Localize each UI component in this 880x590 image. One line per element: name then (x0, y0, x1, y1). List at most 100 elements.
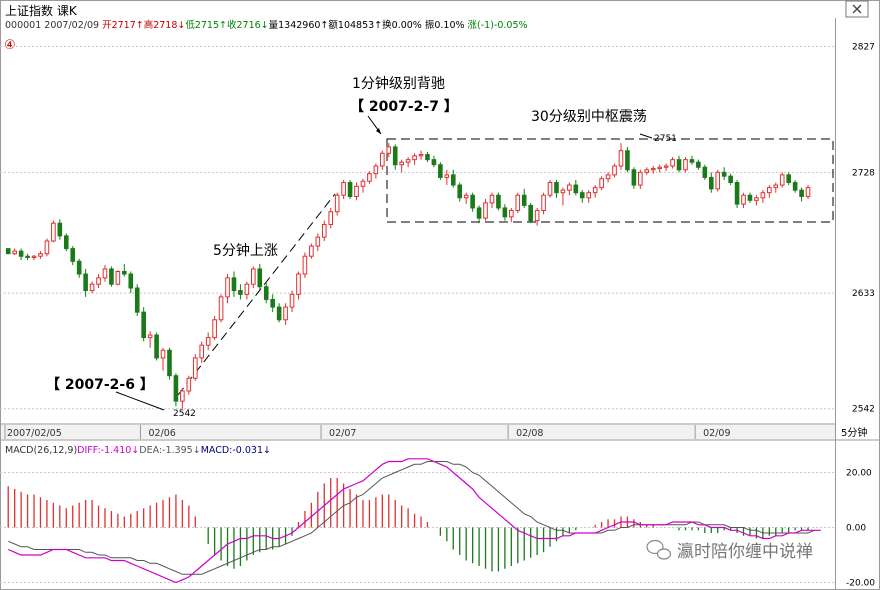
quote-part-1: 开2717↑ (102, 20, 144, 31)
candle (205, 332, 211, 351)
candle (341, 179, 346, 200)
low-arrow (115, 391, 165, 411)
candle (728, 173, 733, 186)
quote-part-3: 低2715↑ (185, 19, 227, 31)
candle (134, 284, 140, 316)
candle (450, 169, 456, 188)
price-tick-label: 2728 (852, 168, 875, 178)
diff-line (7, 458, 821, 584)
candle (425, 152, 430, 163)
candle (560, 187, 566, 206)
candle (96, 274, 101, 289)
quote-header: 000001 2007/02/09 开2717↑高2718↓低2715↑收271… (5, 19, 528, 31)
candle (670, 157, 675, 169)
candle (18, 248, 24, 261)
macd-part-3: MACD:-0.031↓ (201, 445, 271, 456)
candle (141, 307, 146, 342)
candle (625, 146, 630, 173)
candle (51, 220, 56, 243)
candle (244, 281, 250, 300)
candle (515, 192, 521, 214)
candle (38, 251, 43, 259)
candle (754, 195, 759, 206)
candle (76, 258, 82, 278)
candle (128, 271, 134, 294)
candle (599, 176, 604, 191)
quote-part-8: 振0.10% (425, 19, 468, 31)
candle (302, 252, 308, 278)
macd-part-1: DIFF:-1.410↓ (77, 445, 139, 456)
candle (147, 331, 153, 348)
candle (438, 162, 443, 180)
rise-trendline (177, 193, 336, 396)
candle (579, 190, 585, 203)
macd-header: MACD(26,12,9)DIFF:-1.410↓DEA:-1.395↓MACD… (5, 445, 271, 456)
candle (63, 233, 69, 252)
candle (708, 172, 714, 193)
top-arrow-head (376, 128, 381, 134)
candle (160, 347, 166, 371)
quote-part-4: 收2716↓ (227, 19, 269, 31)
candle (734, 179, 740, 208)
candle (257, 263, 263, 290)
candle (238, 284, 243, 300)
candle (89, 281, 95, 294)
macd-tick-label: 20.00 (846, 469, 872, 479)
rise-annotation: 5分钟上涨 (213, 242, 278, 259)
candle (218, 294, 224, 323)
candle (380, 150, 385, 170)
candle (418, 150, 424, 160)
candle (431, 155, 437, 168)
candle (496, 192, 501, 211)
candle (154, 332, 159, 361)
candle (102, 265, 108, 282)
date-tick-label: 02/06 (148, 428, 175, 439)
candle (509, 207, 514, 222)
candle (315, 233, 321, 252)
price-tick-label: 2633 (852, 289, 875, 299)
candle (683, 157, 688, 173)
macd-histogram (7, 478, 809, 572)
candle (44, 238, 50, 257)
watermark-text: 瀛时陪你缠中说禅 (677, 541, 813, 562)
candle (276, 303, 282, 323)
high-leader (639, 133, 653, 139)
candle (663, 163, 669, 172)
candle (689, 155, 695, 165)
candle (605, 172, 611, 183)
candle (373, 163, 379, 179)
consolidation-box (386, 138, 834, 223)
candle (109, 266, 114, 287)
price-axis-labels: 2827 2728 2633 2542 (852, 43, 875, 415)
candle (167, 347, 172, 380)
candle (715, 169, 721, 192)
candle (5, 248, 11, 255)
candle (786, 172, 791, 186)
quote-part-0: 000001 2007/02/09 (5, 20, 102, 31)
period-label[interactable]: 5分钟 (841, 426, 867, 439)
candle (489, 192, 495, 208)
candle (612, 163, 617, 178)
candle (199, 341, 205, 363)
candle (31, 254, 37, 261)
candle (586, 190, 592, 203)
candle (309, 243, 314, 259)
macd-tick-label: -20.00 (846, 579, 875, 589)
candle (773, 182, 779, 193)
chart-title: 上证指数 课K (5, 3, 78, 18)
candle (70, 246, 76, 266)
wechat-icon (646, 539, 672, 560)
candle (573, 179, 579, 196)
window-close-icon[interactable] (845, 0, 869, 18)
candle (534, 207, 540, 226)
candle (721, 167, 727, 180)
candle (115, 270, 121, 286)
candle (702, 164, 708, 180)
candle (231, 271, 237, 297)
quote-part-9: 涨(-1)-0.05% (468, 20, 528, 31)
candle (173, 373, 179, 407)
candle (367, 171, 372, 184)
candle (186, 375, 192, 395)
date-axis-bar (1, 425, 835, 439)
